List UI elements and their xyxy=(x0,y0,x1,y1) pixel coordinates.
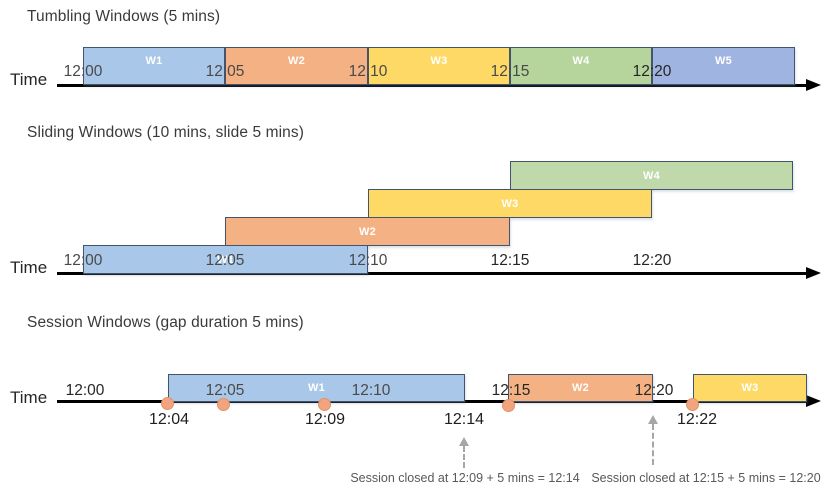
dashed-arrow-up-icon-left xyxy=(459,437,469,446)
session-window-w2: W2 xyxy=(508,374,653,402)
event-dot-1215 xyxy=(502,399,515,412)
tumbling-title: Tumbling Windows (5 mins) xyxy=(27,8,221,25)
sliding-window-w4-label: W4 xyxy=(642,169,661,182)
tumbling-window-w4: W4 xyxy=(510,47,652,85)
session-annotation-left: Session closed at 12:09 + 5 mins = 12:14 xyxy=(350,471,580,485)
tumbling-window-w4-label: W4 xyxy=(572,55,590,67)
tumbling-window-w1-label: W1 xyxy=(145,55,163,67)
tumbling-window-w2-label: W2 xyxy=(287,55,306,67)
sliding-window-w3-label: W3 xyxy=(501,197,519,210)
session-window-w3: W3 xyxy=(693,374,807,402)
session-tick-1220: 12:20 xyxy=(634,382,674,399)
event-label-1214: 12:14 xyxy=(443,411,485,428)
session-tick-1205: 12:05 xyxy=(205,382,245,399)
sliding-window-w2-label: W2 xyxy=(358,225,377,238)
tumbling-tick-1220: 12:20 xyxy=(632,63,672,80)
dashed-arrow-up-icon-right xyxy=(648,415,658,424)
session-time-label: Time xyxy=(10,388,48,407)
tumbling-tick-1205: 12:05 xyxy=(205,63,245,80)
session-window-w1: W1 xyxy=(168,374,465,402)
session-tick-1200: 12:00 xyxy=(65,382,105,399)
event-label-1222: 12:22 xyxy=(676,411,718,428)
tumbling-axis-arrow-icon xyxy=(806,79,821,91)
sliding-window-w4: W4 xyxy=(510,161,793,190)
sliding-tick-1210: 12:10 xyxy=(348,252,388,269)
tumbling-tick-1210: 12:10 xyxy=(348,63,388,80)
sliding-tick-1200: 12:00 xyxy=(63,252,103,269)
event-dot-1204 xyxy=(161,397,174,410)
sliding-window-w1: W1 xyxy=(83,245,368,274)
session-window-w2-label: W2 xyxy=(571,382,590,394)
session-annotation-right: Session closed at 12:15 + 5 mins = 12:20 xyxy=(591,471,821,485)
tumbling-window-w5: W5 xyxy=(652,47,795,85)
session-window-w1-label: W1 xyxy=(307,382,326,394)
sliding-window-w3: W3 xyxy=(368,189,652,218)
event-label-1209: 12:09 xyxy=(304,411,346,428)
tumbling-window-w1: W1 xyxy=(83,47,225,85)
tumbling-time-label: Time xyxy=(10,70,48,89)
tumbling-window-w3: W3 xyxy=(368,47,510,85)
session-window-w3-label: W3 xyxy=(741,382,759,394)
sliding-time-axis xyxy=(57,272,807,275)
event-label-1204: 12:04 xyxy=(148,411,190,428)
dashed-arrow-line-right xyxy=(652,424,654,465)
event-dot-1209 xyxy=(318,398,331,411)
session-axis-arrow-icon xyxy=(806,395,821,407)
sliding-tick-1220: 12:20 xyxy=(632,252,672,269)
tumbling-time-axis xyxy=(57,84,807,87)
session-tick-1210: 12:10 xyxy=(351,382,391,399)
session-tick-1215: 12:15 xyxy=(491,382,531,399)
tumbling-tick-1200: 12:00 xyxy=(63,63,103,80)
event-dot-1222 xyxy=(686,398,699,411)
sliding-time-label: Time xyxy=(10,258,48,277)
sliding-axis-arrow-icon xyxy=(806,267,821,279)
sliding-title: Sliding Windows (10 mins, slide 5 mins) xyxy=(27,124,304,141)
sliding-window-w2: W2 xyxy=(225,217,510,246)
sliding-tick-1205: 12:05 xyxy=(205,252,245,269)
tumbling-tick-1215: 12:15 xyxy=(490,63,530,80)
dashed-arrow-line-left xyxy=(463,446,465,468)
tumbling-window-w2: W2 xyxy=(225,47,368,85)
tumbling-window-w5-label: W5 xyxy=(714,55,733,67)
sliding-tick-1215: 12:15 xyxy=(490,252,530,269)
sliding-window-w1-label: W1 xyxy=(216,253,235,266)
event-dot-1206 xyxy=(217,398,230,411)
session-title: Session Windows (gap duration 5 mins) xyxy=(27,314,304,331)
tumbling-window-w3-label: W3 xyxy=(430,55,448,67)
